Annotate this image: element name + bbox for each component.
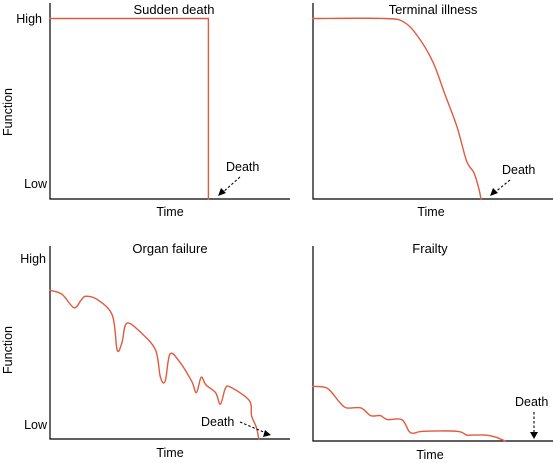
y-tick-label-high: High (16, 12, 42, 26)
x-axis-label: Time (156, 205, 183, 219)
y-tick-label-low: Low (24, 177, 48, 191)
y-tick-label-low: Low (24, 418, 48, 432)
function-curve (49, 289, 260, 440)
death-arrow (239, 421, 267, 434)
death-arrowhead (490, 188, 498, 196)
axes (49, 3, 290, 200)
death-annotation: Death (502, 163, 535, 177)
function-curve (312, 17, 482, 200)
axes (312, 246, 553, 442)
function-curve (312, 385, 506, 442)
y-axis-label: Function (1, 326, 15, 374)
death-annotation: Death (201, 415, 234, 429)
death-arrowhead (218, 188, 226, 196)
chart-title: Frailty (412, 241, 448, 256)
death-arrow (493, 179, 511, 194)
death-annotation: Death (515, 395, 548, 409)
chart-title: Sudden death (134, 2, 215, 17)
x-axis-label: Time (156, 446, 183, 460)
axes (312, 3, 553, 200)
panel-organ-failure: Organ failure High Low Function Time Dea… (1, 241, 290, 460)
y-tick-label-high: High (20, 252, 46, 266)
x-axis-label: Time (417, 205, 444, 219)
x-axis-label: Time (416, 448, 443, 462)
death-arrowhead (263, 430, 271, 437)
chart-title: Organ failure (132, 241, 207, 256)
panel-terminal-illness: Terminal illness Time Death (312, 2, 553, 219)
death-annotation: Death (226, 160, 259, 174)
panel-frailty: Frailty Time Death (312, 241, 553, 462)
chart-title: Terminal illness (389, 2, 478, 17)
y-axis-label: Function (1, 88, 15, 136)
panel-sudden-death: Sudden death High Low Function Time Deat… (1, 2, 290, 219)
death-arrowhead (530, 432, 538, 439)
function-curve (49, 17, 210, 200)
death-arrow (221, 176, 241, 194)
axes (49, 246, 290, 440)
